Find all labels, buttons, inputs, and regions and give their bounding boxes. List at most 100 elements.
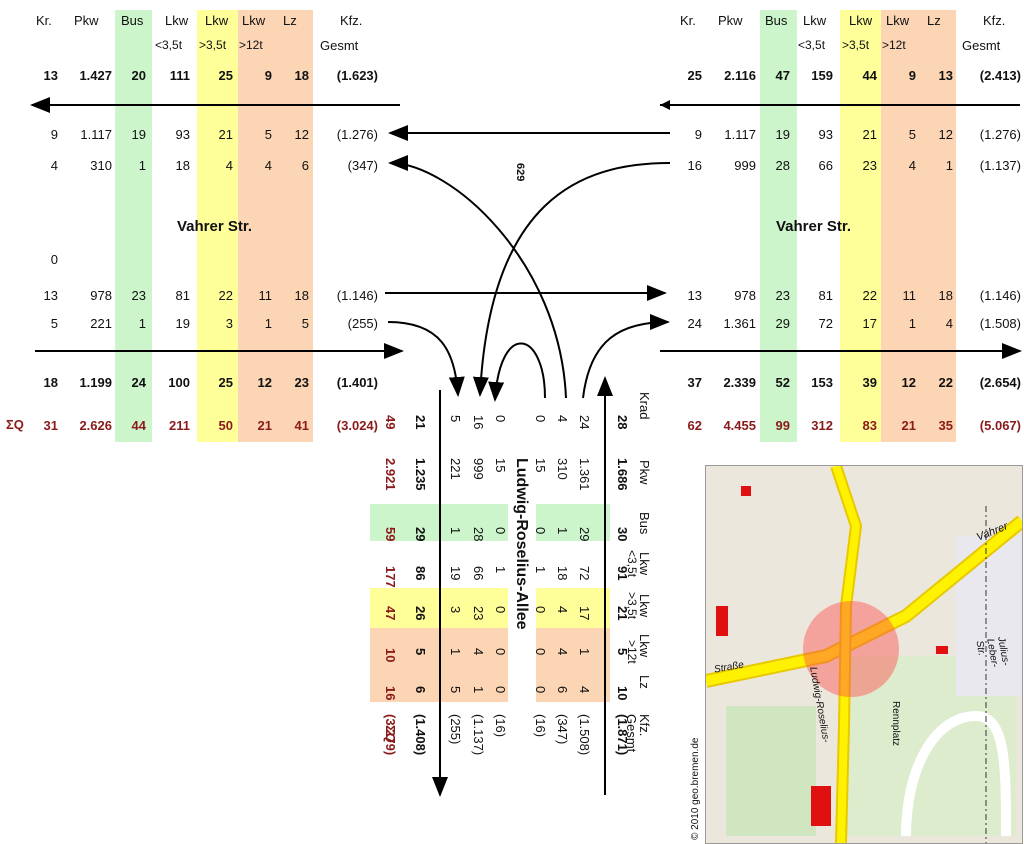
left-r1-cell: 5: [264, 127, 272, 142]
arrow-south-to-west: [388, 155, 567, 399]
right-r2-cell: (1.137): [979, 158, 1021, 173]
right-total_top-cell: 44: [862, 68, 877, 83]
left-total_bottom-cell: 100: [168, 375, 190, 390]
right-r4-cell: 24: [687, 316, 702, 331]
right-r4-cell: 72: [818, 316, 833, 331]
right-r2-cell: 28: [775, 158, 790, 173]
right-r2-cell: 4: [908, 158, 916, 173]
map-label-julius: Julius-Leber-Str.: [973, 636, 1012, 669]
left-total_top-cell: 13: [43, 68, 58, 83]
left-sum-cell: 211: [169, 418, 190, 433]
right-r4-cell: 1.361: [723, 316, 756, 331]
hdr-kfz: Kfz.: [983, 13, 1006, 28]
arrow-east-out-head: [660, 100, 670, 110]
right-total_top-cell: 159: [811, 68, 833, 83]
arrow-south-to-east: [582, 314, 670, 399]
map-label-rennplatz: Rennplatz: [890, 701, 901, 747]
right-r4-cell: 17: [862, 316, 877, 331]
left-r3-cell: 978: [90, 288, 112, 303]
hdr-kr: Kr.: [680, 13, 696, 28]
right-r3-cell: 23: [775, 288, 790, 303]
right-total_bottom-cell: (2.654): [979, 375, 1021, 390]
right-total_top-cell: 47: [775, 68, 790, 83]
right-r1-cell: 19: [775, 127, 790, 142]
right-r2-cell: 23: [862, 158, 877, 173]
left-total_top-cell: (1.623): [336, 68, 378, 83]
left-total_top-cell: 9: [264, 68, 272, 83]
left-r3-cell: (1.146): [336, 288, 378, 303]
left-total_top-cell: 1.427: [79, 68, 112, 83]
left-r4-cell: 1: [138, 316, 146, 331]
right-total_bottom-cell: 2.339: [723, 375, 756, 390]
left-r1-cell: (1.276): [336, 127, 378, 142]
hdr-sub35b: >3,5t: [842, 38, 870, 52]
left-r4-cell: 221: [90, 316, 112, 331]
left-r1-cell: 9: [50, 127, 58, 142]
lkw12-band-left: [238, 10, 313, 442]
hdr-bus: Bus: [121, 13, 144, 28]
right-r1-cell: 93: [818, 127, 833, 142]
right-r1-cell: 9: [694, 127, 702, 142]
right-r3-cell: 978: [734, 288, 756, 303]
right-r3-cell: 81: [818, 288, 833, 303]
left-sum-cell: (3.024): [336, 418, 378, 433]
left-r1-cell: 93: [175, 127, 190, 142]
left-r2-cell: 18: [175, 158, 190, 173]
left-r1-cell: 12: [294, 127, 309, 142]
hdr-lkw: Lkw: [165, 13, 189, 28]
right-r1-cell: 12: [938, 127, 953, 142]
hdr-lkw3: Lkw: [886, 13, 910, 28]
left-r4-cell: 19: [175, 316, 190, 331]
hdr-lkw2: Lkw: [849, 13, 873, 28]
bus-band-south: [370, 504, 610, 541]
left-sum-cell: 50: [218, 418, 233, 433]
right-total_bottom-cell: 52: [775, 375, 790, 390]
left-zero-cell: 0: [50, 252, 58, 267]
left-r2-cell: 6: [301, 158, 309, 173]
right-sum-cell: 83: [862, 418, 877, 433]
hdr-lkw2: Lkw: [205, 13, 229, 28]
street-vahrer-right: Vahrer Str.: [776, 218, 852, 235]
left-r2-cell: (347): [347, 158, 378, 173]
right-total_bottom-cell: 12: [901, 375, 916, 390]
right-sum-cell: 62: [687, 418, 702, 433]
map-copyright: © 2010 geo.bremen.de: [690, 737, 701, 840]
left-total_bottom-cell: (1.401): [336, 375, 378, 390]
hdr-sub35a: <3,5t: [155, 38, 183, 52]
left-r2-cell: 4: [50, 158, 58, 173]
left-r4-cell: (255): [347, 316, 378, 331]
location-map: Vahrer Straße Ludwig-Roselius- Rennplatz…: [705, 465, 1023, 844]
right-total_top-cell: (2.413): [979, 68, 1021, 83]
right-r4-cell: (1.508): [979, 316, 1021, 331]
left-r3-cell: 11: [258, 288, 273, 303]
lkw35-band-south: [370, 588, 610, 628]
left-r3-cell: 22: [218, 288, 233, 303]
bus-band-right: [760, 10, 797, 442]
left-r2-cell: 1: [138, 158, 146, 173]
hdr-sub12: >12t: [239, 38, 263, 52]
left-sum-cell: 44: [131, 418, 146, 433]
left-r4-cell: 1: [264, 316, 272, 331]
right-r2-cell: 1: [945, 158, 953, 173]
left-total_top-cell: 20: [131, 68, 146, 83]
right-r3-cell: 18: [938, 288, 953, 303]
left-sum-cell: 31: [43, 418, 58, 433]
right-sum-cell: 21: [901, 418, 916, 433]
right-total_bottom-cell: 39: [862, 375, 877, 390]
right-r1-cell: 21: [862, 127, 877, 142]
hdr-bus: Bus: [765, 13, 788, 28]
left-r4-cell: 5: [50, 316, 58, 331]
left-total_bottom-cell: 23: [294, 375, 309, 390]
left-r1-cell: 1.117: [80, 127, 112, 142]
left-total_top-cell: 111: [169, 68, 190, 83]
left-total_top-cell: 18: [294, 68, 309, 83]
left-total_bottom-cell: 24: [131, 375, 146, 390]
hdr-kfz: Kfz.: [340, 13, 363, 28]
right-total_bottom-cell: 22: [938, 375, 953, 390]
left-r3-cell: 18: [294, 288, 309, 303]
left-sum-cell: 41: [294, 418, 309, 433]
left-sum-cell: 21: [257, 418, 272, 433]
right-r1-cell: 1.117: [724, 127, 756, 142]
arrow-east-to-south: [472, 162, 671, 397]
hdr-pkw: Pkw: [74, 13, 99, 28]
